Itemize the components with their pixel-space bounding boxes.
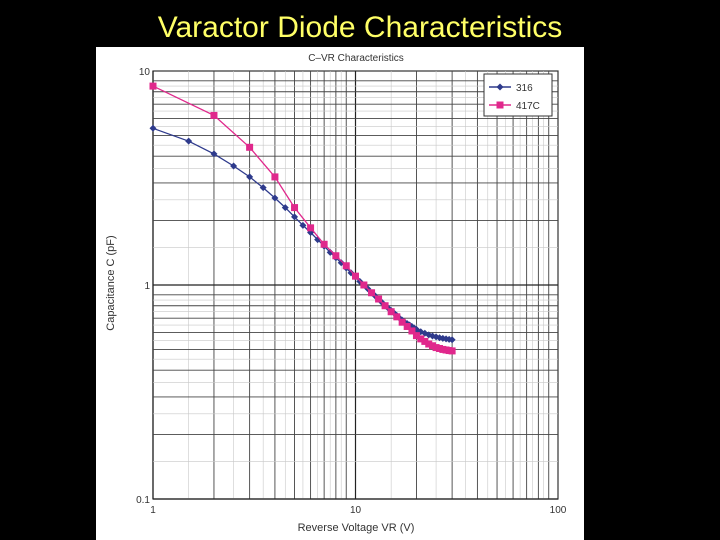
data-point xyxy=(246,143,254,151)
data-point xyxy=(259,184,267,192)
y-tick-label: 1 xyxy=(144,281,150,292)
legend-label: 316 xyxy=(516,83,533,94)
data-point xyxy=(393,313,401,321)
data-point xyxy=(352,272,359,280)
data-point xyxy=(299,221,307,229)
legend-marker xyxy=(496,83,504,91)
y-axis-label: Capacitance C (pF) xyxy=(105,235,117,330)
data-point xyxy=(149,82,157,90)
data-point xyxy=(412,332,420,340)
legend-label: 417C xyxy=(516,101,540,112)
x-axis-label: Reverse Voltage VR (V) xyxy=(298,522,415,534)
data-point xyxy=(332,252,340,260)
legend: 316 417C xyxy=(483,73,553,117)
x-tick-label: 10 xyxy=(350,505,362,516)
data-point xyxy=(387,308,395,316)
data-point xyxy=(417,335,425,343)
data-point xyxy=(375,295,383,303)
data-point xyxy=(421,337,429,345)
data-point xyxy=(368,289,376,297)
data-point xyxy=(210,111,218,119)
data-point xyxy=(281,204,289,212)
data-point xyxy=(291,204,299,212)
y-tick-label: 10 xyxy=(139,67,151,78)
data-point xyxy=(448,347,456,355)
data-point xyxy=(291,213,299,221)
legend-item: 417C xyxy=(489,101,540,112)
data-point xyxy=(271,194,279,202)
data-point xyxy=(342,262,350,270)
data-point xyxy=(326,248,334,256)
data-point xyxy=(185,137,193,145)
data-point xyxy=(149,124,157,132)
data-point xyxy=(403,322,411,330)
y-tick-label: 0.1 xyxy=(136,495,150,506)
data-point xyxy=(307,224,315,232)
legend-box xyxy=(483,73,553,117)
series-layer xyxy=(149,82,456,355)
data-point xyxy=(428,342,436,350)
data-point xyxy=(230,162,238,170)
legend-marker xyxy=(496,101,504,109)
data-point xyxy=(246,173,254,181)
data-point xyxy=(381,302,389,310)
data-point xyxy=(320,240,328,248)
data-point xyxy=(398,318,406,326)
data-point xyxy=(210,150,218,158)
slide-title: Varactor Diode Characteristics xyxy=(157,11,563,44)
series-417C xyxy=(149,82,456,355)
data-point xyxy=(448,336,456,344)
chart-panel: C–VR Characteristics 1 10 100 10 1 0.1 316 417… xyxy=(96,47,584,540)
x-tick-label: 1 xyxy=(150,505,156,516)
data-point xyxy=(408,327,416,335)
x-tick-label: 100 xyxy=(550,505,567,516)
chart-title: C–VR Characteristics xyxy=(308,53,404,64)
data-point xyxy=(347,269,355,277)
grid xyxy=(152,70,559,500)
legend-item: 316 xyxy=(489,83,533,94)
data-point xyxy=(271,173,279,181)
data-point xyxy=(425,340,433,348)
data-point xyxy=(360,281,368,289)
